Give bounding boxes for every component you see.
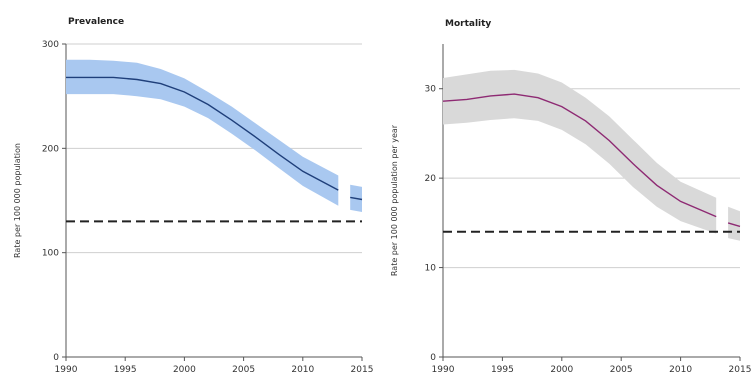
prevalence-x-tick-label: 2015 (351, 365, 374, 375)
mortality-y-tick-label: 30 (425, 85, 437, 95)
prevalence-x-tick-label: 2000 (173, 365, 196, 375)
mortality-title: Mortality (445, 19, 491, 29)
prevalence-x-tick-label: 1990 (55, 365, 78, 375)
mortality-uncertainty-band-0 (443, 69, 717, 234)
prevalence-estimate-line-1 (350, 196, 363, 201)
prevalence-title: Prevalence (68, 17, 124, 27)
mortality-x-tick-label: 1990 (432, 365, 455, 375)
prevalence-x-tick-label: 1995 (114, 365, 137, 375)
prevalence-y-axis-label: Rate per 100 000 population (13, 143, 22, 258)
mortality-y-axis-label: Rate per 100 000 population per year (390, 124, 399, 276)
mortality-x-tick-label: 2000 (550, 365, 573, 375)
mortality-y-tick-label: 20 (425, 174, 437, 184)
mortality-x-tick-label: 1995 (491, 365, 514, 375)
mortality-y-tick-label: 10 (425, 264, 437, 274)
mortality-x-tick-label: 2015 (729, 365, 752, 375)
mortality-x-tick-label: 2005 (610, 365, 633, 375)
mortality-estimate-line-1 (727, 222, 741, 228)
prevalence-y-tick-label: 300 (42, 40, 59, 50)
prevalence-uncertainty-band-0 (66, 59, 339, 206)
prevalence-estimate-line-0 (66, 76, 339, 191)
mortality-y-tick-label: 0 (430, 353, 436, 363)
prevalence-y-tick-label: 100 (42, 249, 59, 259)
mortality-x-tick-label: 2010 (669, 365, 692, 375)
prevalence-x-tick-label: 2005 (232, 365, 255, 375)
prevalence-x-tick-label: 2010 (291, 365, 314, 375)
prevalence-y-tick-label: 200 (42, 144, 59, 154)
prevalence-y-tick-label: 0 (53, 353, 59, 363)
mortality-estimate-line-0 (442, 93, 717, 218)
